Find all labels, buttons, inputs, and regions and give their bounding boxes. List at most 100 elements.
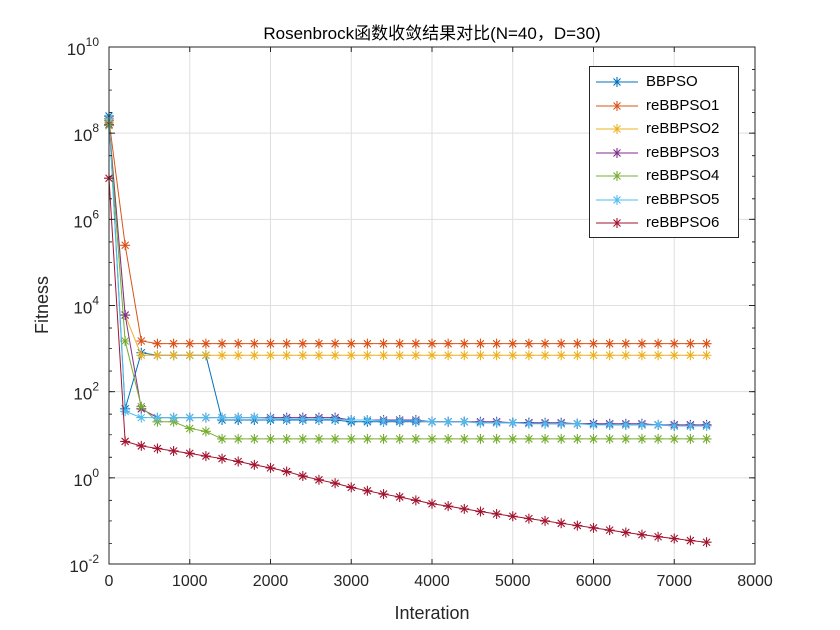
data-point-marker bbox=[459, 416, 470, 427]
data-point-marker bbox=[217, 350, 228, 361]
data-point-marker bbox=[120, 436, 131, 447]
data-point-marker bbox=[330, 350, 341, 361]
data-point-marker bbox=[313, 350, 324, 361]
data-point-marker bbox=[281, 433, 292, 444]
data-point-marker bbox=[523, 433, 534, 444]
legend-item: reBBPSO4 bbox=[590, 165, 738, 187]
data-point-marker bbox=[233, 412, 244, 423]
legend-item: reBBPSO3 bbox=[590, 142, 738, 164]
data-point-marker bbox=[313, 474, 324, 485]
data-point-marker bbox=[152, 412, 163, 423]
data-point-marker bbox=[410, 415, 421, 426]
data-point-marker bbox=[653, 531, 664, 542]
data-point-marker bbox=[265, 413, 276, 424]
data-point-marker bbox=[136, 412, 147, 423]
data-point-marker bbox=[540, 338, 551, 349]
data-point-marker bbox=[362, 485, 373, 496]
data-point-marker bbox=[523, 418, 534, 429]
legend-item: BBPSO bbox=[590, 71, 738, 93]
data-point-marker bbox=[249, 459, 260, 470]
data-point-marker bbox=[265, 433, 276, 444]
data-point-marker bbox=[540, 433, 551, 444]
data-point-marker bbox=[572, 418, 583, 429]
data-point-marker bbox=[491, 350, 502, 361]
data-point-marker bbox=[572, 338, 583, 349]
data-point-marker bbox=[669, 338, 680, 349]
data-point-marker bbox=[491, 338, 502, 349]
legend-item: reBBPSO6 bbox=[590, 212, 738, 234]
data-point-marker bbox=[572, 350, 583, 361]
data-point-marker bbox=[184, 412, 195, 423]
data-point-marker bbox=[588, 522, 599, 533]
data-point-marker bbox=[362, 338, 373, 349]
data-point-marker bbox=[362, 350, 373, 361]
data-point-marker bbox=[346, 433, 357, 444]
x-tick-label: 0 bbox=[105, 573, 114, 590]
data-point-marker bbox=[572, 433, 583, 444]
data-point-marker bbox=[443, 416, 454, 427]
data-point-marker bbox=[653, 338, 664, 349]
data-point-marker bbox=[459, 503, 470, 514]
legend-swatch bbox=[596, 77, 638, 87]
data-point-marker bbox=[620, 338, 631, 349]
data-point-marker bbox=[265, 338, 276, 349]
legend-swatch bbox=[596, 147, 638, 158]
data-point-marker bbox=[491, 433, 502, 444]
data-point-marker bbox=[217, 338, 228, 349]
data-point-marker bbox=[620, 527, 631, 538]
y-tick-label: 10-2 bbox=[69, 552, 99, 576]
data-point-marker bbox=[556, 518, 567, 529]
data-point-marker bbox=[233, 338, 244, 349]
data-point-marker bbox=[378, 489, 389, 500]
data-point-marker bbox=[507, 417, 518, 428]
data-point-marker bbox=[330, 414, 341, 425]
data-point-marker bbox=[604, 433, 615, 444]
data-point-marker bbox=[152, 350, 163, 361]
data-point-marker bbox=[249, 433, 260, 444]
data-point-marker bbox=[653, 350, 664, 361]
x-tick-label: 2000 bbox=[253, 573, 289, 590]
data-point-marker bbox=[200, 451, 211, 462]
data-point-marker bbox=[459, 433, 470, 444]
x-tick-label: 3000 bbox=[333, 573, 369, 590]
x-tick-label: 8000 bbox=[737, 573, 773, 590]
legend-label: reBBPSO4 bbox=[646, 167, 720, 184]
data-point-marker bbox=[265, 462, 276, 473]
data-point-marker bbox=[136, 440, 147, 451]
data-point-marker bbox=[200, 350, 211, 361]
legend-label: reBBPSO1 bbox=[646, 96, 720, 114]
series-reBBPSO5 bbox=[104, 113, 712, 431]
data-point-marker bbox=[427, 416, 437, 427]
data-point-marker bbox=[120, 310, 131, 321]
data-point-marker bbox=[200, 426, 211, 437]
legend-swatch bbox=[596, 124, 638, 134]
data-point-marker bbox=[636, 338, 647, 349]
y-tick-label: 100 bbox=[73, 466, 99, 490]
data-point-marker bbox=[653, 433, 664, 444]
data-point-marker bbox=[443, 501, 454, 512]
series-reBBPSO4 bbox=[104, 120, 712, 444]
data-point-marker bbox=[653, 419, 664, 430]
legend-swatch bbox=[596, 100, 638, 111]
data-point-marker bbox=[443, 433, 454, 444]
data-point-marker bbox=[701, 420, 712, 431]
x-tick-label: 6000 bbox=[576, 573, 612, 590]
y-tick-label: 102 bbox=[73, 380, 99, 404]
data-point-marker bbox=[588, 350, 599, 361]
data-point-marker bbox=[346, 414, 357, 425]
data-point-marker bbox=[330, 433, 341, 444]
series-layer bbox=[104, 111, 712, 548]
x-axis-label: Interation bbox=[394, 603, 469, 623]
data-point-marker bbox=[184, 338, 195, 349]
data-point-marker bbox=[265, 350, 276, 361]
data-point-marker bbox=[217, 453, 228, 464]
data-point-marker bbox=[427, 350, 437, 361]
data-point-marker bbox=[701, 350, 712, 361]
data-point-marker bbox=[491, 417, 502, 428]
data-point-marker bbox=[200, 338, 211, 349]
data-point-marker bbox=[168, 338, 179, 349]
data-point-marker bbox=[168, 350, 179, 361]
data-point-marker bbox=[184, 423, 195, 434]
data-point-marker bbox=[152, 443, 163, 454]
data-point-marker bbox=[685, 535, 696, 546]
